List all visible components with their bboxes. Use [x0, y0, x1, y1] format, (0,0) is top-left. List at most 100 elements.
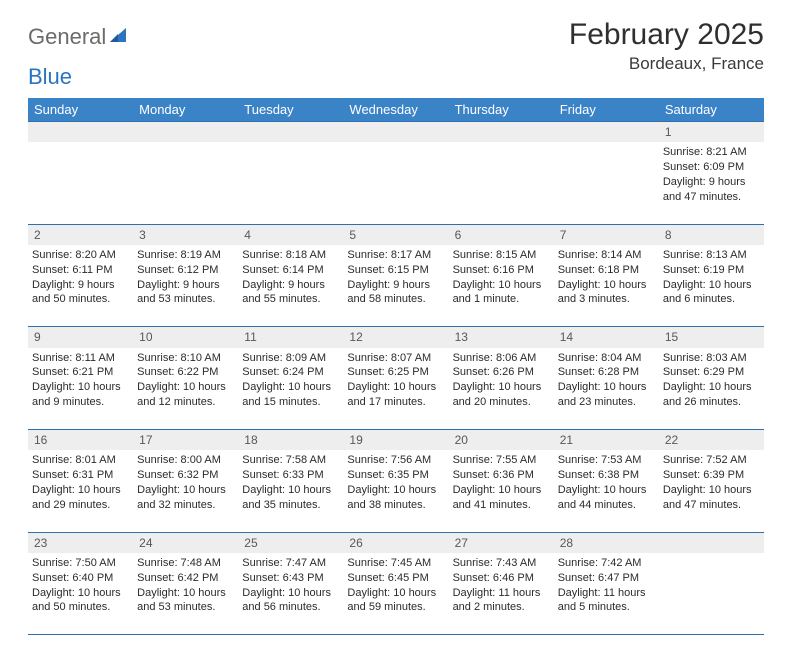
daylight-text: Daylight: 10 hours: [242, 380, 339, 395]
day-number: 2: [28, 224, 133, 245]
sunrise-text: Sunrise: 8:21 AM: [663, 145, 760, 160]
daylight-text: Daylight: 10 hours: [558, 483, 655, 498]
day-cell: Sunrise: 7:56 AMSunset: 6:35 PMDaylight:…: [343, 450, 448, 532]
daylight-text: and 38 minutes.: [347, 498, 444, 513]
day-number: 15: [659, 327, 764, 348]
day-content-row: Sunrise: 8:21 AMSunset: 6:09 PMDaylight:…: [28, 142, 764, 224]
daylight-text: Daylight: 9 hours: [137, 278, 234, 293]
day-number: 22: [659, 430, 764, 451]
day-number-row: 1: [28, 122, 764, 143]
day-cell: [133, 142, 238, 224]
day-number: 13: [449, 327, 554, 348]
sunset-text: Sunset: 6:26 PM: [453, 365, 550, 380]
day-number: 6: [449, 224, 554, 245]
day-cell: Sunrise: 8:13 AMSunset: 6:19 PMDaylight:…: [659, 245, 764, 327]
sunrise-text: Sunrise: 8:14 AM: [558, 248, 655, 263]
day-number: 28: [554, 532, 659, 553]
sunset-text: Sunset: 6:22 PM: [137, 365, 234, 380]
sunrise-text: Sunrise: 7:52 AM: [663, 453, 760, 468]
daylight-text: and 47 minutes.: [663, 190, 760, 205]
calendar-grid: Sunday Monday Tuesday Wednesday Thursday…: [28, 98, 764, 636]
day-number: 8: [659, 224, 764, 245]
weekday-header: Tuesday: [238, 98, 343, 122]
sunset-text: Sunset: 6:40 PM: [32, 571, 129, 586]
day-cell: Sunrise: 7:50 AMSunset: 6:40 PMDaylight:…: [28, 553, 133, 635]
sunrise-text: Sunrise: 7:55 AM: [453, 453, 550, 468]
day-number: 20: [449, 430, 554, 451]
sunset-text: Sunset: 6:19 PM: [663, 263, 760, 278]
daylight-text: and 55 minutes.: [242, 292, 339, 307]
sunset-text: Sunset: 6:09 PM: [663, 160, 760, 175]
day-cell: Sunrise: 7:45 AMSunset: 6:45 PMDaylight:…: [343, 553, 448, 635]
title-block: February 2025 Bordeaux, France: [569, 18, 764, 74]
daylight-text: and 58 minutes.: [347, 292, 444, 307]
day-content-row: Sunrise: 8:01 AMSunset: 6:31 PM Daylight:…: [28, 450, 764, 532]
daylight-text: Daylight: 11 hours: [453, 586, 550, 601]
daylight-text: Daylight: 10 hours: [32, 380, 129, 395]
day-number: 10: [133, 327, 238, 348]
day-number: 12: [343, 327, 448, 348]
sunrise-text: Sunrise: 8:17 AM: [347, 248, 444, 263]
day-content-row: Sunrise: 8:11 AMSunset: 6:21 PMDaylight:…: [28, 348, 764, 430]
page-title: February 2025: [569, 18, 764, 52]
daylight-text: and 50 minutes.: [32, 600, 129, 615]
weekday-header: Sunday: [28, 98, 133, 122]
daylight-text: and 17 minutes.: [347, 395, 444, 410]
daylight-text: and 41 minutes.: [453, 498, 550, 513]
sunset-text: Sunset: 6:14 PM: [242, 263, 339, 278]
daylight-text: and 6 minutes.: [663, 292, 760, 307]
sunrise-text: Sunrise: 8:00 AM: [137, 453, 234, 468]
daylight-text: Daylight: 10 hours: [453, 380, 550, 395]
sunset-text: Sunset: 6:21 PM: [32, 365, 129, 380]
day-cell: Sunrise: 8:10 AMSunset: 6:22 PMDaylight:…: [133, 348, 238, 430]
daylight-text: Daylight: 9 hours: [242, 278, 339, 293]
sunset-text: Sunset: 6:28 PM: [558, 365, 655, 380]
sunset-text: Sunset: 6:29 PM: [663, 365, 760, 380]
daylight-text: Daylight: 10 hours: [137, 380, 234, 395]
day-cell: Sunrise: 8:06 AMSunset: 6:26 PMDaylight:…: [449, 348, 554, 430]
daylight-text: Daylight: 9 hours: [347, 278, 444, 293]
daylight-text: and 50 minutes.: [32, 292, 129, 307]
sunrise-text: Sunrise: 8:11 AM: [32, 351, 129, 366]
day-cell: Sunrise: 7:52 AMSunset: 6:39 PMDaylight:…: [659, 450, 764, 532]
sunrise-text: Sunrise: 8:07 AM: [347, 351, 444, 366]
daylight-text: and 56 minutes.: [242, 600, 339, 615]
daylight-text: Daylight: 10 hours: [663, 483, 760, 498]
weekday-header: Saturday: [659, 98, 764, 122]
daylight-text: and 53 minutes.: [137, 600, 234, 615]
day-cell: Sunrise: 7:48 AMSunset: 6:42 PMDaylight:…: [133, 553, 238, 635]
day-number: 11: [238, 327, 343, 348]
day-cell: Sunrise: 8:00 AMSunset: 6:32 PMDaylight:…: [133, 450, 238, 532]
daylight-text: Daylight: 10 hours: [242, 586, 339, 601]
day-cell: Sunrise: 8:09 AMSunset: 6:24 PMDaylight:…: [238, 348, 343, 430]
daylight-text: and 1 minute.: [453, 292, 550, 307]
daylight-text: Daylight: 10 hours: [347, 380, 444, 395]
daylight-text: Daylight: 10 hours: [453, 278, 550, 293]
day-cell: Sunrise: 8:04 AMSunset: 6:28 PMDaylight:…: [554, 348, 659, 430]
daylight-text: and 26 minutes.: [663, 395, 760, 410]
daylight-text: and 9 minutes.: [32, 395, 129, 410]
day-number: 17: [133, 430, 238, 451]
sunset-text: Sunset: 6:46 PM: [453, 571, 550, 586]
sunset-text: Sunset: 6:12 PM: [137, 263, 234, 278]
day-number: [28, 122, 133, 143]
sunset-text: Sunset: 6:36 PM: [453, 468, 550, 483]
weekday-header: Monday: [133, 98, 238, 122]
day-number: [133, 122, 238, 143]
daylight-text: and 3 minutes.: [558, 292, 655, 307]
sunset-text: Sunset: 6:43 PM: [242, 571, 339, 586]
day-number: 24: [133, 532, 238, 553]
day-number: [449, 122, 554, 143]
day-number: 14: [554, 327, 659, 348]
sunset-text: Sunset: 6:39 PM: [663, 468, 760, 483]
sunset-text: Sunset: 6:31 PM: [32, 468, 129, 483]
daylight-text: Daylight: 10 hours: [32, 586, 129, 601]
day-cell: [554, 142, 659, 224]
sunrise-text: Sunrise: 8:01 AM: [32, 453, 129, 468]
day-number: 5: [343, 224, 448, 245]
day-cell: Sunrise: 7:42 AMSunset: 6:47 PMDaylight:…: [554, 553, 659, 635]
day-number: 23: [28, 532, 133, 553]
day-number: 26: [343, 532, 448, 553]
sunrise-text: Sunrise: 7:56 AM: [347, 453, 444, 468]
daylight-text: Daylight: 10 hours: [453, 483, 550, 498]
